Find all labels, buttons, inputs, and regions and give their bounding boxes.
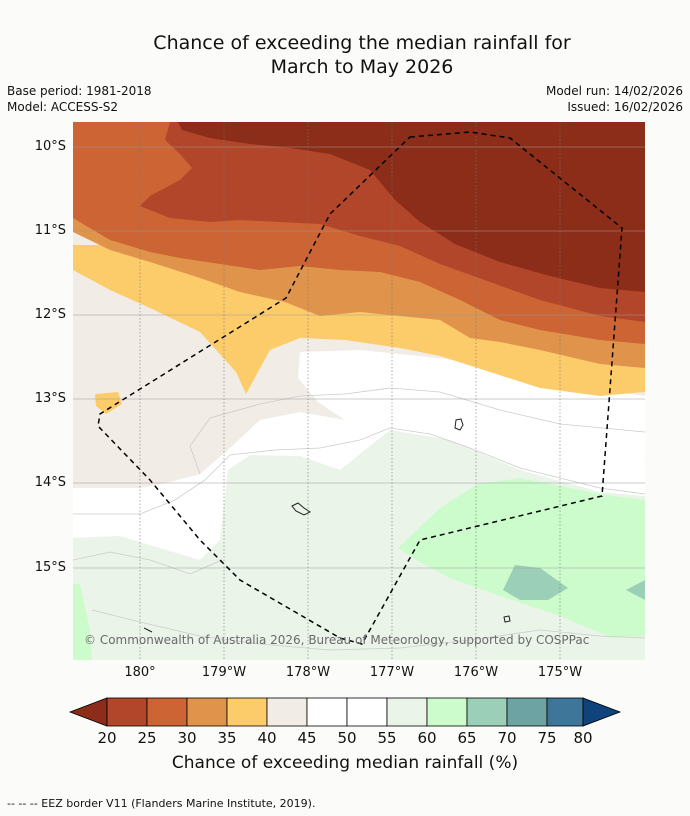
colorbar-tick: 35 [217, 729, 237, 747]
title-line-2: March to May 2026 [270, 56, 454, 78]
colorbar-tick: 65 [457, 729, 477, 747]
colorbar-tick: 30 [177, 729, 197, 747]
colorbar-bin-45-50 [306, 697, 348, 727]
lat-label: 14°S [34, 475, 66, 490]
lon-label: 179°W [201, 665, 247, 680]
colorbar-tick: 60 [417, 729, 437, 747]
eez-border [97, 131, 623, 645]
title-line-1: Chance of exceeding the median rainfall … [153, 32, 571, 54]
issued-date: Issued: 16/02/2026 [567, 100, 683, 114]
meta-left: Base period: 1981-2018 Model: ACCESS-S2 [7, 83, 152, 115]
colorbar-bin-40-45 [266, 697, 308, 727]
region-below-20 [178, 122, 645, 292]
colorbar-bin-60-65 [426, 697, 468, 727]
lat-label: 13°S [34, 391, 66, 406]
region-65-70 [503, 565, 568, 600]
region-60-65-west [73, 584, 92, 660]
colorbar-tick: 70 [497, 729, 517, 747]
lat-label: 11°S [34, 223, 66, 238]
colorbar-bin-20-25 [106, 697, 148, 727]
island [503, 615, 511, 623]
region-65-70-east [626, 580, 645, 600]
colorbar-label: Chance of exceeding median rainfall (%) [171, 753, 519, 773]
contour-line [189, 387, 645, 475]
colorbar-min-arrow [68, 697, 108, 727]
model-run: Model run: 14/02/2026 [545, 84, 683, 98]
eez-footnote: -- -- -- EEZ border V11 (Flanders Marine… [7, 797, 316, 810]
base-period: Base period: 1981-2018 [7, 84, 152, 98]
colorbar-bin-50-55 [346, 697, 388, 727]
island [454, 418, 464, 431]
colorbar [68, 697, 622, 727]
contour-line [73, 551, 223, 575]
region-60-65 [398, 478, 645, 638]
colorbar-tick: 80 [573, 729, 593, 747]
contour-line [91, 609, 645, 651]
colorbar-bin-35-40 [226, 697, 268, 727]
lat-label: 12°S [34, 307, 66, 322]
lon-label: 176°W [453, 665, 499, 680]
island [291, 502, 311, 516]
lon-label: 180° [124, 665, 156, 680]
region-35-40-spot [95, 392, 122, 414]
lon-label: 175°W [537, 665, 583, 680]
colorbar-tick: 50 [337, 729, 357, 747]
copyright-notice: © Commonwealth of Australia 2026, Bureau… [84, 633, 590, 647]
lat-label: 10°S [34, 139, 66, 154]
gridlines [73, 122, 645, 660]
colorbar-bin-75-80 [546, 697, 584, 727]
map-title: Chance of exceeding the median rainfall … [0, 31, 690, 79]
lat-label: 15°S [34, 560, 66, 575]
colorbar-tick: 20 [97, 729, 117, 747]
lon-label: 178°W [285, 665, 331, 680]
meta-right: Model run: 14/02/2026 Issued: 16/02/2026 [546, 83, 683, 115]
island [143, 627, 153, 633]
colorbar-bin-65-70 [466, 697, 508, 727]
colorbar-max-arrow [582, 697, 622, 727]
colorbar-bin-30-35 [186, 697, 228, 727]
colorbar-tick: 40 [257, 729, 277, 747]
model-name: Model: ACCESS-S2 [7, 100, 119, 114]
colorbar-bin-55-60 [386, 697, 428, 727]
lon-label: 177°W [369, 665, 415, 680]
colorbar-tick: 55 [377, 729, 397, 747]
colorbar-bin-25-30 [146, 697, 188, 727]
colorbar-tick: 25 [137, 729, 157, 747]
contour-line [73, 427, 645, 515]
colorbar-tick: 75 [537, 729, 557, 747]
colorbar-tick: 45 [297, 729, 317, 747]
colorbar-bin-70-75 [506, 697, 548, 727]
